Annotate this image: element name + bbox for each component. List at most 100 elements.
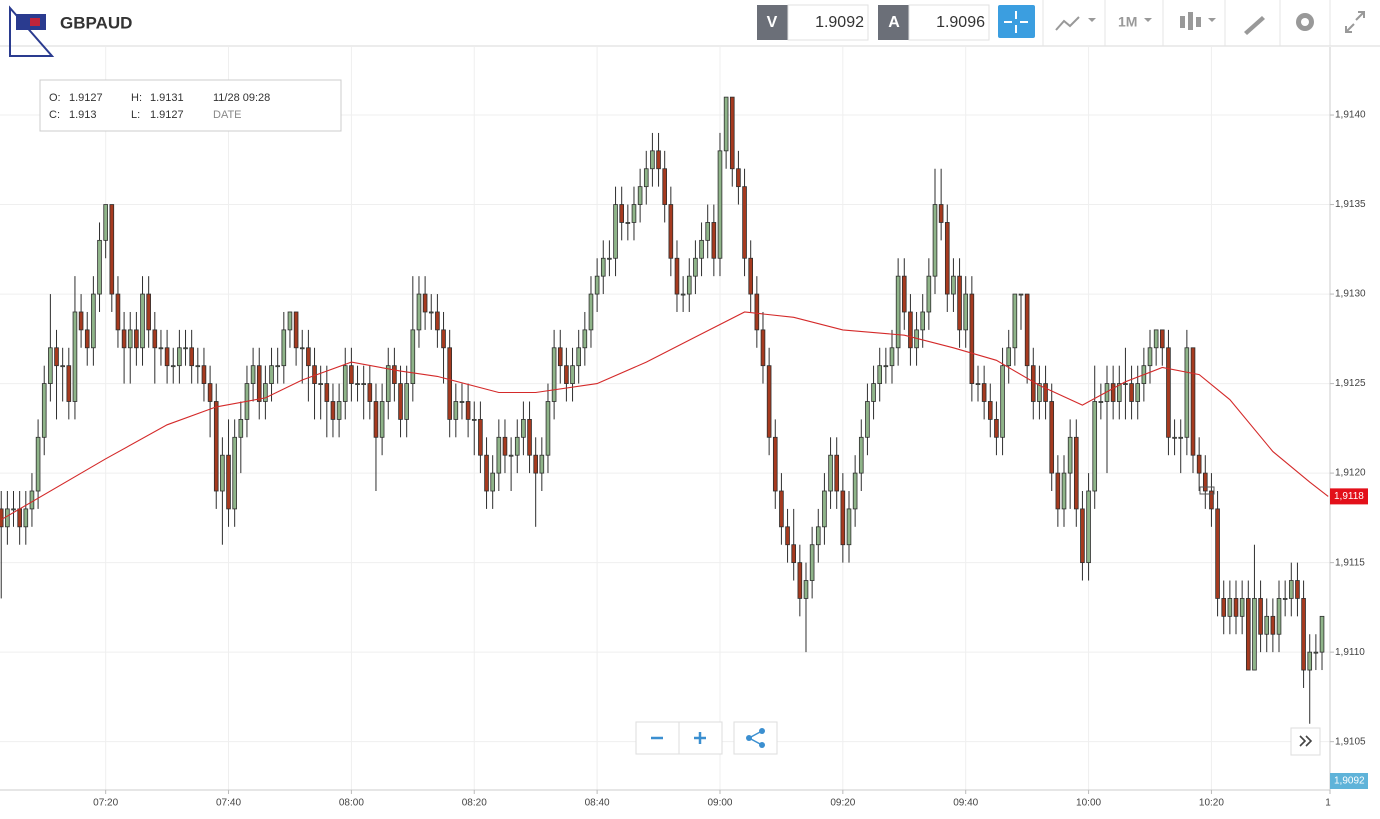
candle-body xyxy=(5,508,10,528)
candle-body xyxy=(637,186,643,205)
candle-body xyxy=(1098,401,1104,403)
candle-body xyxy=(1258,598,1263,635)
candle-body xyxy=(502,436,508,456)
candle-body xyxy=(379,401,385,438)
collapse-button[interactable] xyxy=(1345,11,1365,33)
candle-body xyxy=(815,526,821,546)
candle-body xyxy=(822,490,827,528)
candle-body xyxy=(17,508,22,528)
candle-body xyxy=(619,204,624,223)
toolbar xyxy=(0,0,1380,46)
candle-body xyxy=(1282,598,1288,600)
ohlc-label: H: xyxy=(131,92,142,104)
candle-body xyxy=(662,168,667,205)
x-tick-label: 08:20 xyxy=(462,798,487,809)
candle-body xyxy=(570,365,575,384)
x-tick-label: 09:20 xyxy=(830,798,855,809)
candle-body xyxy=(336,401,342,420)
candle-body xyxy=(1233,598,1239,617)
candle-body xyxy=(306,347,311,367)
draw-button[interactable] xyxy=(1244,16,1265,35)
zoom-in-button[interactable] xyxy=(678,721,723,755)
candle-body xyxy=(1073,436,1079,510)
candle-body xyxy=(404,383,409,420)
bid-price-tag xyxy=(1330,773,1368,789)
candle-body xyxy=(1166,347,1171,438)
candle-body xyxy=(220,454,225,492)
candle-body xyxy=(1202,472,1208,492)
candle-body xyxy=(0,508,4,528)
candle-body xyxy=(256,365,262,402)
candle-body xyxy=(908,311,913,349)
candle-body xyxy=(1307,651,1313,671)
candle-body xyxy=(1018,293,1024,296)
candle-body xyxy=(410,329,416,384)
settings-button[interactable] xyxy=(1296,13,1314,31)
bid-button[interactable] xyxy=(757,5,788,40)
candle-body xyxy=(1037,383,1042,402)
x-tick-label: 09:40 xyxy=(953,798,978,809)
candle-body xyxy=(1092,401,1098,492)
share-button[interactable] xyxy=(733,721,778,755)
candle-body xyxy=(48,347,53,384)
candle-body xyxy=(72,311,78,402)
candle-body xyxy=(189,347,194,367)
candle-body xyxy=(944,222,950,295)
candle-body xyxy=(91,293,96,349)
candle-body xyxy=(551,347,557,402)
candle-body xyxy=(1301,598,1306,671)
candle-body xyxy=(41,383,47,438)
candle-body xyxy=(508,454,514,457)
candle-style-button[interactable] xyxy=(1180,12,1216,30)
candle-body xyxy=(287,311,293,331)
candle-body xyxy=(355,383,360,385)
candle-body xyxy=(779,490,784,528)
candle-body xyxy=(177,347,182,367)
candle-body xyxy=(361,383,366,385)
y-tick-label: 1,9130 xyxy=(1335,289,1366,300)
crosshair-button[interactable] xyxy=(998,5,1035,38)
ohlc-value: 1.9131 xyxy=(150,92,184,104)
candle-body xyxy=(1178,436,1184,439)
candle-body xyxy=(1000,365,1005,438)
candle-body xyxy=(170,365,176,368)
timeframe[interactable]: 1M xyxy=(1118,14,1137,30)
candle-body xyxy=(453,401,459,420)
candle-body xyxy=(134,329,139,349)
candle-body xyxy=(951,275,956,295)
ma-price-label: 1,9118 xyxy=(1334,491,1364,502)
candle-body xyxy=(877,365,883,384)
candle-body xyxy=(865,401,870,438)
x-tick-label: 07:20 xyxy=(93,798,118,809)
ask-button[interactable] xyxy=(878,5,909,40)
candle-body xyxy=(447,347,452,420)
candle-body xyxy=(1110,383,1116,402)
candle-body xyxy=(1276,598,1282,635)
candle-body xyxy=(164,347,170,367)
candle-body xyxy=(484,454,489,492)
scroll-right-button[interactable] xyxy=(1290,727,1321,756)
candle-body xyxy=(514,436,520,456)
candle-body xyxy=(207,383,213,402)
candle-body xyxy=(760,329,766,367)
candle-body xyxy=(576,347,581,367)
chart-type-button[interactable] xyxy=(1055,16,1096,31)
candle-body xyxy=(490,472,495,492)
candle-body xyxy=(987,401,993,420)
candle-body xyxy=(680,293,686,296)
candle-body xyxy=(1313,651,1319,654)
bid-box xyxy=(787,4,869,41)
candle-body xyxy=(121,329,127,349)
candle-body xyxy=(263,383,268,402)
candle-body xyxy=(84,329,90,349)
candle-body xyxy=(1319,615,1325,653)
candle-body xyxy=(846,508,852,546)
x-tick-label: 10:20 xyxy=(1199,798,1224,809)
candle-body xyxy=(533,454,538,474)
candle-body xyxy=(1086,490,1091,564)
candle-body xyxy=(35,436,41,492)
candle-body xyxy=(963,293,969,331)
zoom-out-button[interactable] xyxy=(635,721,680,755)
candle-body xyxy=(1215,508,1220,599)
timeframe-arrow xyxy=(1144,18,1152,22)
